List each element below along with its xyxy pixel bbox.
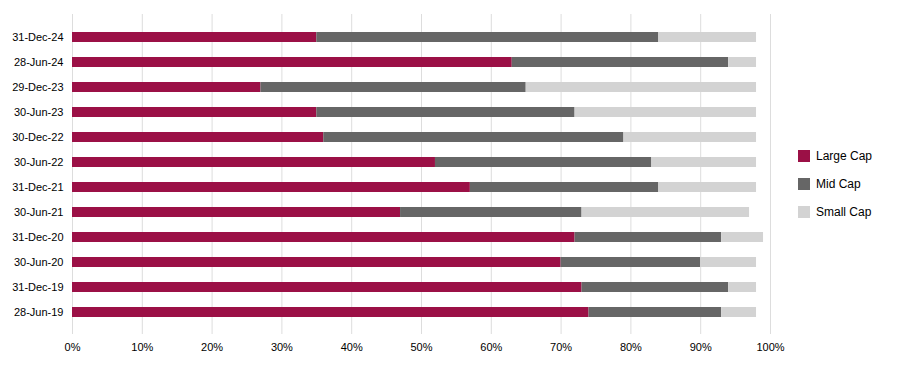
svg-text:30-Jun-23: 30-Jun-23 [14, 106, 64, 118]
svg-text:40%: 40% [341, 341, 363, 353]
svg-text:30-Jun-21: 30-Jun-21 [14, 206, 64, 218]
svg-text:30-Jun-22: 30-Jun-22 [14, 156, 64, 168]
svg-text:90%: 90% [690, 341, 712, 353]
svg-text:50%: 50% [410, 341, 432, 353]
svg-text:30%: 30% [271, 341, 293, 353]
svg-text:28-Jun-24: 28-Jun-24 [14, 56, 64, 68]
svg-text:31-Dec-21: 31-Dec-21 [12, 181, 63, 193]
svg-text:80%: 80% [620, 341, 642, 353]
svg-text:28-Jun-19: 28-Jun-19 [14, 306, 64, 318]
svg-text:29-Dec-23: 29-Dec-23 [12, 81, 63, 93]
html-text:Large Cap: Large Cap [816, 148, 872, 163]
svg-text:10%: 10% [131, 341, 153, 353]
svg-text:31-Dec-20: 31-Dec-20 [12, 231, 63, 243]
svg-text:31-Dec-24: 31-Dec-24 [12, 31, 63, 43]
html-text:Mid Cap: Mid Cap [816, 176, 861, 191]
svg-text:20%: 20% [201, 341, 223, 353]
svg-text:70%: 70% [550, 341, 572, 353]
svg-text:30-Jun-20: 30-Jun-20 [14, 256, 64, 268]
html-text:Small Cap: Small Cap [816, 204, 872, 219]
svg-text:60%: 60% [480, 341, 502, 353]
svg-text:0%: 0% [65, 341, 81, 353]
svg-text:100%: 100% [756, 341, 784, 353]
svg-text:30-Dec-22: 30-Dec-22 [12, 131, 63, 143]
svg-text:31-Dec-19: 31-Dec-19 [12, 281, 63, 293]
